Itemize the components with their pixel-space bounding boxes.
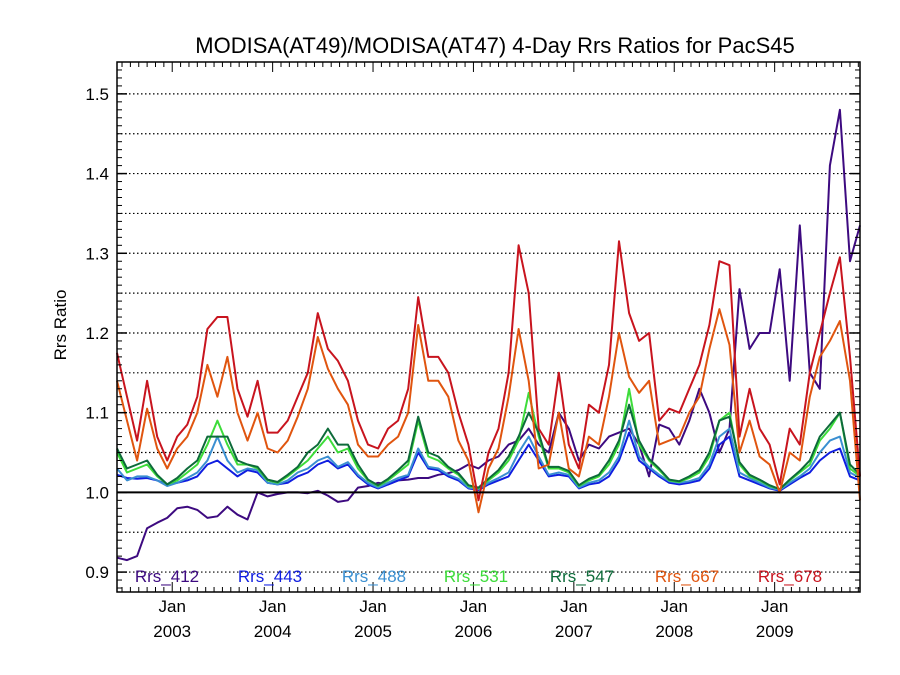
- legend-item-rrs-412: Rrs_412: [135, 567, 199, 586]
- y-tick-label: 1.5: [85, 85, 109, 104]
- series-line-rrs-678: [116, 240, 861, 502]
- y-tick-label: 1.2: [85, 324, 109, 343]
- y-tick-label: 0.9: [85, 563, 109, 582]
- x-tick-month: Jan: [560, 597, 587, 616]
- y-axis: 0.9 1.0 1.1 1.2 1.3 1.4 1.5: [85, 61, 860, 589]
- plot-frame: [116, 61, 861, 593]
- y-axis-label: Rrs Ratio: [51, 290, 70, 361]
- y-tick-label: 1.4: [85, 165, 109, 184]
- x-tick-month: Jan: [661, 597, 688, 616]
- x-tick-month: Jan: [259, 597, 286, 616]
- legend-item-rrs-531: Rrs_531: [444, 567, 508, 586]
- legend: Rrs_412 Rrs_443 Rrs_488 Rrs_531 Rrs_547 Rrs_6…: [135, 567, 822, 586]
- series-line-rrs-547: [116, 403, 861, 491]
- chart-title: MODISA(AT49)/MODISA(AT47) 4-Day Rrs Rati…: [195, 33, 794, 58]
- x-tick-month: Jan: [159, 597, 186, 616]
- x-tick-year: 2008: [655, 622, 693, 641]
- series-line-rrs-443: [116, 431, 861, 492]
- x-tick-month: Jan: [460, 597, 487, 616]
- legend-item-rrs-443: Rrs_443: [238, 567, 302, 586]
- x-tick-year: 2003: [153, 622, 191, 641]
- series-lines: [116, 108, 861, 562]
- legend-item-rrs-547: Rrs_547: [550, 567, 614, 586]
- x-tick-year: 2005: [354, 622, 392, 641]
- y-tick-label: 1.3: [85, 244, 109, 263]
- legend-item-rrs-667: Rrs_667: [655, 567, 719, 586]
- legend-item-rrs-678: Rrs_678: [758, 567, 822, 586]
- grid-lines: [117, 93, 860, 573]
- y-tick-label: 1.0: [85, 483, 109, 502]
- x-tick-year: 2009: [756, 622, 794, 641]
- x-axis: Jan 2003 Jan 2004 Jan 2005 Jan 2006 Jan 2007 Jan 20…: [121, 62, 859, 641]
- x-tick-year: 2004: [254, 622, 292, 641]
- legend-item-rrs-488: Rrs_488: [342, 567, 406, 586]
- x-tick-month: Jan: [359, 597, 386, 616]
- x-tick-year: 2007: [555, 622, 593, 641]
- series-line-rrs-667: [116, 308, 861, 514]
- x-tick-month: Jan: [761, 597, 788, 616]
- y-tick-label: 1.1: [85, 404, 109, 423]
- series-line-rrs-412: [116, 108, 861, 562]
- x-tick-year: 2006: [455, 622, 493, 641]
- series-line-rrs-488: [116, 419, 861, 491]
